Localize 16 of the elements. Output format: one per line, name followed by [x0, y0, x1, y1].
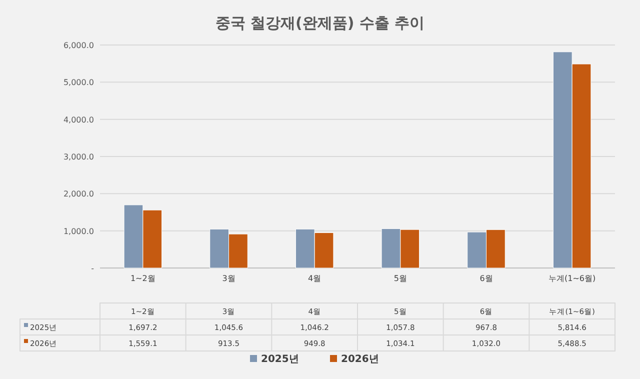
legend-label: 2025년 — [261, 354, 299, 365]
y-tick-label: 3,000.0 — [63, 152, 94, 162]
x-tick-label: 5월 — [394, 274, 407, 283]
x-tick-label: 6월 — [480, 274, 493, 283]
chart-title: 중국 철강재(완제품) 수출 추이 — [215, 14, 425, 32]
y-tick-label: 4,000.0 — [63, 115, 94, 124]
legend-label: 2026년 — [341, 354, 379, 365]
y-tick-label: 5,000.0 — [63, 78, 94, 88]
x-tick-label: 4월 — [308, 274, 322, 283]
x-tick-label: 누계(1~6월) — [548, 274, 596, 283]
y-tick-label: 6,000.0 — [63, 41, 94, 50]
y-tick-label: - — [91, 264, 94, 273]
y-tick-label: 1,000.0 — [63, 226, 94, 236]
x-tick-label: 3월 — [222, 274, 236, 283]
x-tick-label: 1~2월 — [130, 274, 156, 283]
y-tick-label: 2,000.0 — [63, 190, 94, 199]
